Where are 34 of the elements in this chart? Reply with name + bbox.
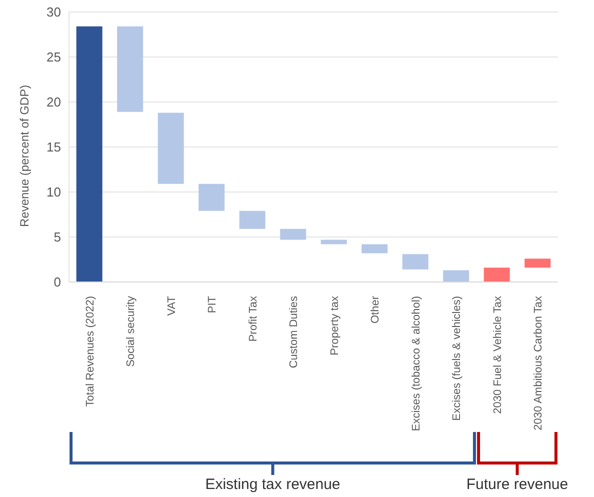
text: Existing tax revenue: [205, 476, 340, 493]
x-tick-label: Social security: [125, 296, 138, 367]
x-tick-label: Property tax: [328, 296, 341, 356]
bar: [239, 210, 266, 229]
y-tick-label: 0: [54, 274, 61, 290]
y-tick-label: 25: [46, 50, 61, 65]
bar: [117, 26, 144, 112]
bar: [280, 228, 306, 240]
x-tick-label: Excises (fuels & vehicles): [451, 296, 464, 421]
y-tick-label: 10: [46, 184, 61, 200]
y-tick-label: 15: [46, 140, 61, 155]
y-tick-label: 5: [54, 230, 61, 245]
bar: [198, 184, 225, 211]
bar: [76, 26, 102, 282]
x-tick-label: 2030 Fuel & Vehicle Tax: [492, 296, 504, 414]
y-tick-label: 30: [46, 4, 61, 20]
bar: [362, 244, 388, 254]
x-tick-label: PIT: [206, 296, 219, 314]
x-tick-label: Custom Duties: [288, 296, 300, 368]
y-axis-title: Revenue (percent of GDP): [17, 84, 32, 227]
x-tick-label: VAT: [166, 296, 178, 316]
text: Future revenue: [466, 476, 568, 493]
x-tick-label: 2030 Ambitious Carbon Tax: [532, 296, 545, 430]
x-tick-label: Excises (tobacco & alcohol): [410, 296, 422, 432]
y-tick-label: 20: [46, 94, 61, 110]
bar: [484, 268, 510, 282]
bar: [524, 258, 551, 268]
bar: [320, 240, 347, 244]
x-tick-label: Other: [370, 296, 382, 324]
bar: [402, 254, 428, 270]
bar: [158, 112, 184, 184]
x-tick-label: Profit Tax: [247, 296, 260, 342]
x-tick-label: Total Revenues (2022): [84, 296, 96, 407]
bar: [443, 270, 470, 282]
